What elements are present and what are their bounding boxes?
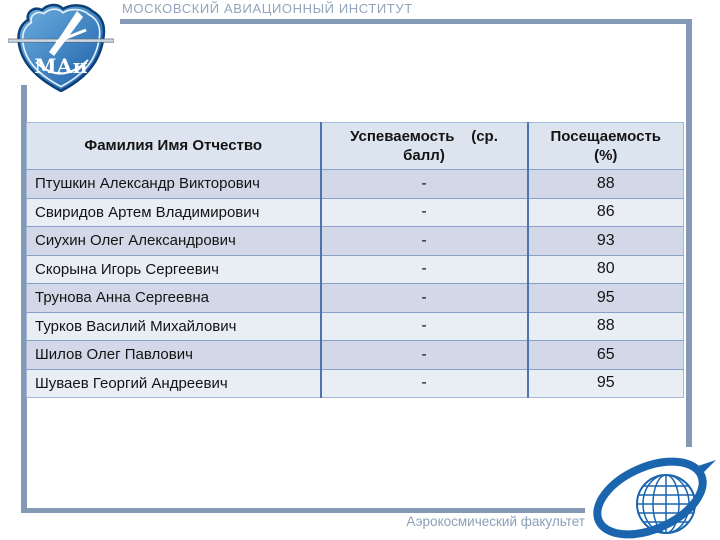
student-name: Шилов Олег Павлович (26, 340, 321, 369)
student-grade: - (319, 368, 528, 398)
frame-line-right (686, 19, 692, 447)
col-header-attendance: Посещаемость (%) (526, 122, 684, 170)
col-header-name: Фамилия Имя Отчество (26, 122, 321, 170)
student-attendance: 80 (526, 254, 684, 284)
frame-line-bottom (21, 508, 585, 513)
student-name: Птушкин Александр Викторович (26, 169, 321, 198)
table-row: Трунова Анна Сергеевна - 95 (26, 283, 684, 312)
faculty-footer: Аэрокосмический факультет (406, 514, 585, 529)
table-container: Фамилия Имя Отчество Успеваемость (ср. б… (26, 122, 684, 398)
student-attendance: 95 (526, 283, 684, 312)
student-attendance: 88 (526, 169, 684, 198)
student-name: Трунова Анна Сергеевна (26, 283, 321, 312)
table-row: Турков Василий Михайлович - 88 (26, 311, 684, 341)
frame-line-left (21, 85, 27, 513)
table-row: Шилов Олег Павлович - 65 (26, 340, 684, 369)
student-name: Скорына Игорь Сергеевич (26, 254, 321, 284)
logo-text: МАи (34, 54, 87, 78)
student-name: Турков Василий Михайлович (26, 311, 321, 341)
student-grade: - (319, 311, 528, 341)
airplane-wing (55, 28, 87, 44)
table-row: Свиридов Артем Владимирович - 86 (26, 197, 684, 227)
student-attendance: 86 (526, 197, 684, 227)
student-grade: - (319, 283, 528, 312)
student-grade: - (319, 254, 528, 284)
globe-logo (593, 457, 716, 539)
student-name: Свиридов Артем Владимирович (26, 197, 321, 227)
table-header-row: Фамилия Имя Отчество Успеваемость (ср. б… (26, 122, 684, 170)
table-row: Скорына Игорь Сергеевич - 80 (26, 254, 684, 284)
col-header-grade: Успеваемость (ср. балл) (319, 122, 528, 170)
table-row: Сиухин Олег Александрович - 93 (26, 226, 684, 255)
orbit-arrow-icon (692, 460, 716, 475)
student-grade: - (319, 226, 528, 255)
student-attendance: 88 (526, 311, 684, 341)
student-attendance: 93 (526, 226, 684, 255)
frame-line-top (120, 19, 692, 24)
student-grade: - (319, 340, 528, 369)
table-row: Птушкин Александр Викторович - 88 (26, 169, 684, 198)
student-name: Шуваев Георгий Андреевич (26, 368, 321, 398)
student-name: Сиухин Олег Александрович (26, 226, 321, 255)
table-row: Шуваев Георгий Андреевич - 95 (26, 368, 684, 398)
student-grade: - (319, 169, 528, 198)
student-attendance: 65 (526, 340, 684, 369)
students-table: Фамилия Имя Отчество Успеваемость (ср. б… (26, 122, 684, 398)
airplane-icon (49, 11, 83, 56)
student-attendance: 95 (526, 368, 684, 398)
logo-arc (35, 59, 89, 75)
institute-header: МОСКОВСКИЙ АВИАЦИОННЫЙ ИНСТИТУТ (122, 1, 413, 16)
student-grade: - (319, 197, 528, 227)
mai-shield-logo: МАи (8, 3, 114, 92)
orbit-swoosh (593, 457, 707, 539)
